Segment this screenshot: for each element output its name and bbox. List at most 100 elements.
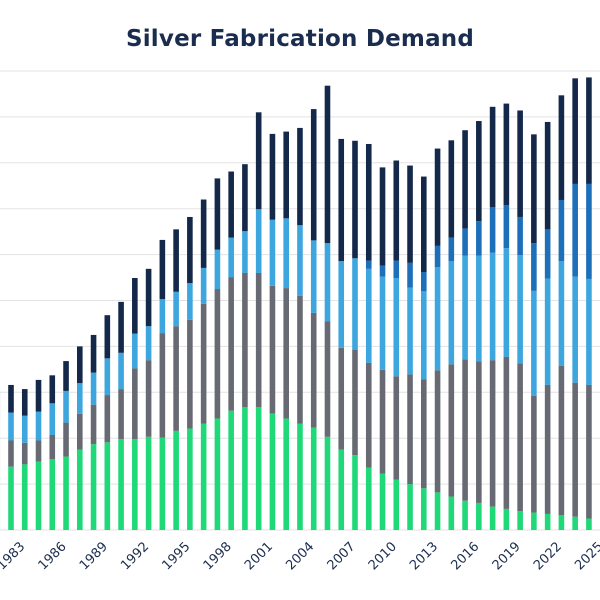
bar-segment-2010-series-5 xyxy=(379,167,386,266)
bar-segment-1985-series-1 xyxy=(35,461,42,530)
bar-segment-1996-series-1 xyxy=(187,428,193,530)
bar-segment-1999-series-3 xyxy=(228,237,234,278)
bar-segment-2003-series-3 xyxy=(283,218,289,289)
bar-segment-2010-series-2 xyxy=(379,369,386,474)
bar-segment-2012-series-1 xyxy=(407,484,413,530)
bar-segment-1995-series-1 xyxy=(173,430,179,530)
bar-segment-1985-series-2 xyxy=(35,440,42,462)
bar-segment-2002-series-5 xyxy=(269,133,276,220)
bar-segment-2011-series-1 xyxy=(393,479,400,530)
bar-segment-2024-series-2 xyxy=(572,382,578,517)
bar-segment-2023-series-2 xyxy=(558,365,565,516)
x-tick-label: 2022 xyxy=(531,539,565,573)
bar-segment-1984-series-2 xyxy=(21,442,28,465)
bar-segment-2007-series-3 xyxy=(338,261,345,348)
bar-segment-2005-series-3 xyxy=(310,240,317,313)
bar-segment-2006-series-2 xyxy=(324,321,331,437)
bar-segment-2020-series-2 xyxy=(517,363,523,512)
bar-segment-1986-series-5 xyxy=(49,375,56,404)
bar-segment-2021-series-5 xyxy=(531,134,537,244)
bar-segment-1986-series-1 xyxy=(49,459,56,530)
bar-segment-2013-series-1 xyxy=(421,488,427,530)
bar-segment-2013-series-3 xyxy=(421,291,427,380)
bar-segment-2010-series-3 xyxy=(379,276,386,370)
bar-segment-2015-series-1 xyxy=(448,496,455,530)
bar-segment-1994-series-5 xyxy=(159,239,166,300)
x-tick-label: 2004 xyxy=(283,539,317,573)
bar-segment-2000-series-2 xyxy=(242,272,248,407)
bar-segment-2003-series-1 xyxy=(283,418,289,530)
bar-segment-2011-series-5 xyxy=(393,160,400,261)
bar-segment-2004-series-5 xyxy=(297,127,303,226)
bar-segment-2012-series-3 xyxy=(407,287,413,375)
bar-segment-2009-series-5 xyxy=(365,143,372,261)
bar-segment-2008-series-1 xyxy=(352,455,358,530)
bar-segment-1999-series-1 xyxy=(228,410,234,530)
bar-segment-2023-series-1 xyxy=(558,515,565,530)
x-tick-label: 2025 xyxy=(572,539,600,573)
bar-segment-1990-series-2 xyxy=(104,395,111,443)
bar-segment-2022-series-5 xyxy=(544,121,551,230)
bar-segment-2025-series-3 xyxy=(586,278,592,385)
x-tick-label: 2016 xyxy=(448,539,482,573)
x-tick-label: 1986 xyxy=(36,539,70,573)
bar-segment-2009-series-3 xyxy=(365,268,372,363)
bar-segment-2006-series-3 xyxy=(324,243,331,322)
bar-segment-1995-series-5 xyxy=(173,229,179,292)
bar-segment-2008-series-3 xyxy=(352,258,358,350)
bar-segment-1998-series-3 xyxy=(214,249,221,290)
bar-segment-1991-series-5 xyxy=(118,301,124,353)
bar-segment-1997-series-3 xyxy=(200,267,207,304)
bar-segment-1984-series-3 xyxy=(21,415,28,443)
x-tick-label: 2007 xyxy=(325,539,359,573)
bar-segment-1986-series-2 xyxy=(49,434,56,460)
bar-segment-2022-series-1 xyxy=(544,513,551,530)
bar-segment-1984-series-1 xyxy=(21,464,28,530)
bar-segment-2001-series-2 xyxy=(255,272,262,407)
bar-segment-1992-series-3 xyxy=(132,333,138,369)
bar-segment-2022-series-3 xyxy=(544,278,551,385)
bar-segment-2016-series-4 xyxy=(462,228,468,256)
bar-segment-2018-series-2 xyxy=(489,360,496,507)
bar-segment-1993-series-3 xyxy=(145,326,152,361)
bar-segment-2011-series-2 xyxy=(393,376,400,480)
bar-segment-2015-series-4 xyxy=(448,237,455,262)
bar-segment-2016-series-1 xyxy=(462,500,468,530)
bar-segment-2025-series-2 xyxy=(586,384,592,519)
bar-segment-1992-series-1 xyxy=(132,439,138,530)
bar-segment-2007-series-5 xyxy=(338,138,345,262)
bar-segment-2008-series-5 xyxy=(352,140,358,259)
bar-segment-1987-series-3 xyxy=(63,390,69,423)
bar-segment-1985-series-5 xyxy=(35,379,42,412)
bar-segment-1985-series-3 xyxy=(35,411,42,441)
bar-segment-2015-series-5 xyxy=(448,140,455,238)
bar-segment-2005-series-2 xyxy=(310,312,317,428)
bar-segment-2005-series-1 xyxy=(310,427,317,530)
bar-segment-2003-series-2 xyxy=(283,288,289,419)
x-tick-label: 1989 xyxy=(77,539,111,573)
bar-segment-2000-series-5 xyxy=(242,164,248,232)
bar-segment-2019-series-1 xyxy=(503,508,510,530)
bar-segment-2009-series-2 xyxy=(365,362,372,468)
bar-segment-1994-series-2 xyxy=(159,333,166,438)
bar-segment-1991-series-1 xyxy=(118,439,124,530)
bar-segment-1993-series-5 xyxy=(145,268,152,327)
bar-segment-1988-series-3 xyxy=(77,383,83,414)
bar-segment-2009-series-4 xyxy=(365,260,372,269)
bar-segment-1989-series-3 xyxy=(90,372,97,405)
x-tick-label: 1995 xyxy=(159,539,193,573)
bar-segment-1988-series-5 xyxy=(77,346,83,384)
bar-segment-2013-series-5 xyxy=(421,176,427,273)
bar-segment-1987-series-5 xyxy=(63,361,69,391)
bar-segment-2006-series-1 xyxy=(324,436,331,530)
bar-segment-2005-series-5 xyxy=(310,109,317,241)
bar-segment-1983-series-2 xyxy=(8,440,14,467)
bar-segment-2024-series-5 xyxy=(572,78,578,184)
bar-segment-1993-series-1 xyxy=(145,436,152,530)
bar-segment-2011-series-3 xyxy=(393,278,400,377)
bar-segment-2016-series-3 xyxy=(462,255,468,360)
bar-segment-1991-series-3 xyxy=(118,352,124,390)
bar-segment-1988-series-1 xyxy=(77,449,83,530)
bar-segment-1999-series-2 xyxy=(228,277,234,411)
